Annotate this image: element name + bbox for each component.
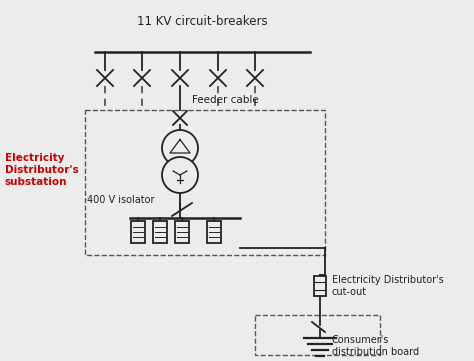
Bar [153,221,167,243]
Text: 400 V isolator: 400 V isolator [87,195,155,205]
Bar [131,221,145,243]
Bar [255,315,380,355]
Text: Electricity
Distributor's
substation: Electricity Distributor's substation [5,153,79,187]
Text: Consumer's
distribution board: Consumer's distribution board [332,335,419,357]
Bar [207,221,221,243]
Bar [314,276,326,296]
Circle shape [162,157,198,193]
Text: Feeder cable: Feeder cable [192,95,259,105]
Bar [175,221,189,243]
Text: Electricity Distributor's
cut-out: Electricity Distributor's cut-out [332,275,444,297]
Bar [85,110,325,255]
Circle shape [162,130,198,166]
Text: 11 KV circuit-breakers: 11 KV circuit-breakers [137,15,268,28]
